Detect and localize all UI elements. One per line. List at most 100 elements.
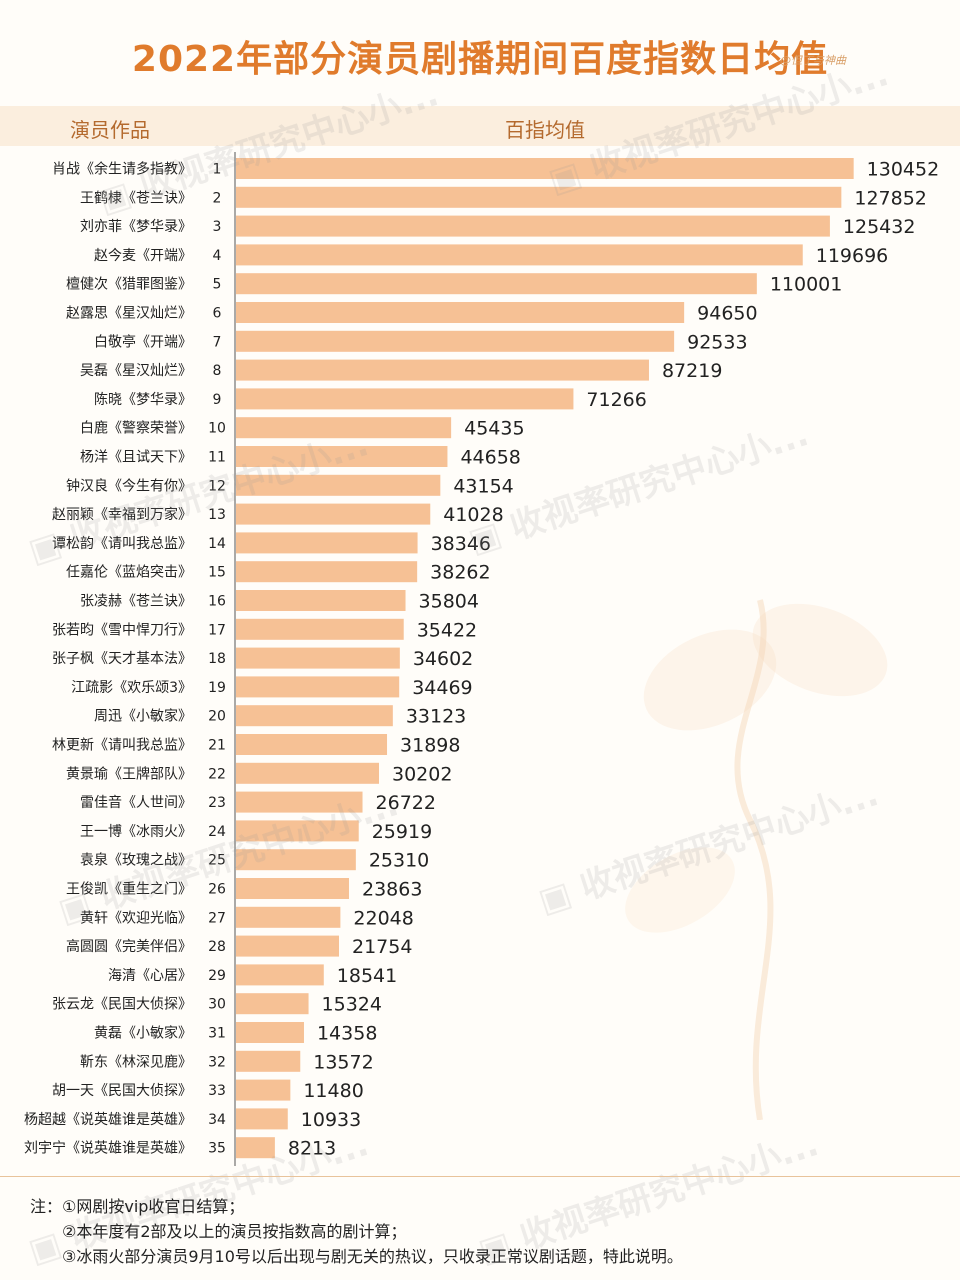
rank-label: 10	[208, 421, 226, 437]
rank-label: 26	[208, 882, 226, 898]
bar	[236, 647, 400, 669]
rank-label: 28	[208, 939, 226, 955]
rank-label: 9	[213, 392, 222, 408]
category-label: 张云龙《民国大侦探》	[52, 997, 192, 1013]
category-label: 刘宇宁《说英雄谁是英雄》	[24, 1140, 192, 1157]
data-label: 23863	[362, 879, 422, 901]
category-label: 周迅《小敏家》	[94, 708, 192, 725]
data-label: 13572	[313, 1051, 373, 1073]
data-label: 127852	[854, 187, 927, 209]
rank-label: 25	[208, 853, 226, 869]
bar	[236, 1137, 275, 1159]
bar	[236, 330, 675, 352]
data-label: 30202	[392, 763, 452, 785]
column-header-band: 演员作品 百指均值	[0, 106, 960, 146]
bar	[236, 618, 404, 640]
bar	[236, 1079, 291, 1101]
bar	[236, 446, 448, 467]
category-label: 吴磊《星汉灿烂》	[80, 363, 192, 379]
category-label: 雷佳音《人世间》	[80, 794, 192, 811]
bar	[236, 244, 803, 266]
data-label: 130452	[867, 159, 940, 181]
category-label: 赵今麦《开端》	[94, 248, 192, 264]
rank-label: 33	[208, 1083, 226, 1099]
category-label: 谭松韵《请叫我总监》	[52, 536, 192, 552]
bar	[236, 705, 393, 727]
category-label: 胡一天《民国大侦探》	[52, 1083, 192, 1099]
data-label: 18541	[337, 965, 397, 987]
rank-label: 30	[208, 997, 226, 1013]
category-label: 张凌赫《苍兰诀》	[80, 594, 192, 610]
bar	[236, 820, 359, 842]
category-label: 高圆圆《完美伴侣》	[66, 938, 192, 955]
category-label: 钟汉良《今生有你》	[66, 477, 192, 494]
bar	[236, 302, 685, 323]
bar	[236, 964, 324, 986]
data-label: 35422	[417, 619, 477, 641]
data-label: 25310	[369, 850, 429, 872]
rank-label: 24	[208, 824, 226, 840]
data-label: 10933	[301, 1109, 361, 1131]
bar	[236, 734, 388, 755]
rank-label: 34	[208, 1112, 226, 1128]
rank-label: 5	[213, 277, 222, 293]
rank-label: 17	[208, 622, 226, 638]
rank-label: 7	[213, 334, 222, 350]
bar	[236, 1108, 288, 1130]
rank-label: 4	[213, 248, 222, 264]
data-label: 35804	[419, 591, 479, 613]
rank-label: 18	[208, 651, 226, 667]
data-label: 22048	[353, 907, 413, 929]
rank-label: 35	[208, 1141, 226, 1157]
category-label: 袁泉《玫瑰之战》	[80, 852, 192, 869]
footnote-1: 注：①网剧按vip收官日结算；	[30, 1197, 245, 1216]
data-label: 125432	[843, 216, 916, 238]
rank-label: 12	[208, 478, 226, 494]
category-label: 白鹿《警察荣誉》	[80, 420, 192, 437]
bar	[236, 359, 649, 381]
data-label: 25919	[372, 821, 432, 843]
footnote-2: ②本年度有2部及以上的演员按指数高的剧计算；	[62, 1222, 407, 1241]
bar	[236, 1050, 301, 1072]
category-label: 肖战《余生请多指教》	[52, 161, 192, 178]
footnotes: 注：①网剧按vip收官日结算； ②本年度有2部及以上的演员按指数高的剧计算； ③…	[30, 1194, 930, 1269]
bar	[236, 417, 452, 439]
bar	[236, 762, 380, 784]
data-label: 119696	[816, 245, 889, 267]
category-label: 白敬亭《开端》	[94, 333, 192, 350]
bar	[236, 676, 400, 698]
category-label: 江疏影《欢乐颂3》	[71, 680, 192, 696]
bar	[236, 993, 309, 1015]
rank-label: 14	[208, 536, 226, 552]
rank-label: 6	[213, 306, 222, 322]
data-label: 92533	[687, 331, 747, 353]
rank-label: 31	[208, 1026, 226, 1042]
rank-label: 22	[208, 766, 226, 782]
column-header-works: 演员作品	[70, 118, 150, 142]
bar	[236, 474, 441, 496]
bar	[236, 186, 842, 208]
rank-label: 3	[213, 219, 222, 235]
rank-label: 8	[213, 363, 222, 379]
category-label: 赵丽颖《幸福到万家》	[52, 506, 192, 523]
category-label: 杨洋《且试天下》	[80, 450, 192, 466]
footnote-prefix: 注：	[30, 1197, 63, 1216]
data-label: 26722	[376, 792, 436, 814]
data-label: 44658	[460, 447, 520, 469]
data-label: 34602	[413, 648, 473, 670]
rank-label: 19	[208, 680, 226, 696]
data-label: 43154	[453, 475, 513, 497]
category-label: 张若昀《雪中悍刀行》	[52, 622, 192, 638]
bar	[236, 935, 340, 957]
data-label: 45435	[464, 418, 524, 440]
data-label: 38262	[430, 562, 490, 584]
data-label: 87219	[662, 360, 722, 382]
bar	[236, 1022, 304, 1043]
data-label: 34469	[412, 677, 472, 699]
data-label: 8213	[288, 1138, 336, 1160]
category-label: 海清《心居》	[108, 968, 192, 984]
category-label: 张子枫《天才基本法》	[52, 650, 192, 667]
bar	[236, 791, 363, 813]
category-label: 任嘉伦《蓝焰突击》	[66, 565, 192, 581]
